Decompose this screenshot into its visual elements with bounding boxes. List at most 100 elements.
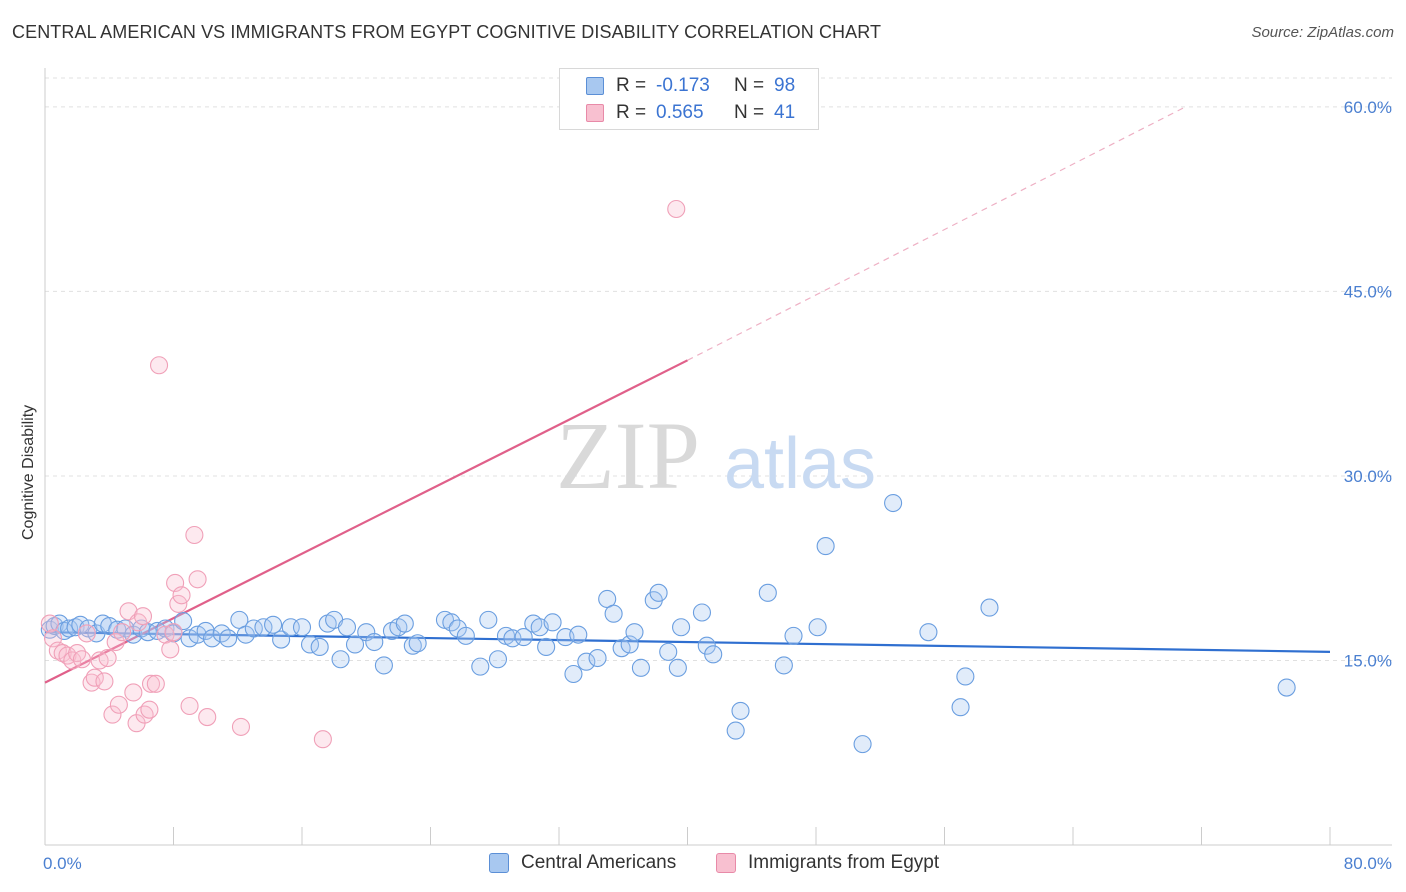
point-central-americans	[244, 619, 263, 638]
grid	[45, 77, 1392, 661]
point-central-americans	[272, 630, 291, 649]
point-central-americans	[692, 603, 712, 622]
point-egypt	[172, 586, 191, 605]
legend-swatch-blue	[586, 77, 604, 95]
point-central-americans	[310, 637, 329, 656]
point-central-americans	[331, 650, 350, 669]
point-central-americans	[726, 721, 745, 740]
point-central-americans	[588, 648, 607, 668]
point-egypt	[103, 705, 122, 724]
x-tick-label: 80.0%	[1344, 854, 1392, 873]
point-central-americans	[672, 618, 691, 637]
point-egypt	[113, 623, 132, 642]
point-egypt	[109, 695, 128, 714]
point-central-americans	[1277, 678, 1296, 697]
point-egypt	[164, 623, 183, 642]
point-egypt	[48, 641, 67, 660]
point-central-americans	[659, 642, 678, 661]
point-central-americans	[514, 628, 533, 647]
data-points	[40, 199, 1296, 754]
watermark: ZIP atlas	[556, 402, 876, 509]
point-central-americans	[403, 636, 422, 655]
point-central-americans	[292, 618, 312, 637]
point-egypt	[667, 199, 686, 219]
point-central-americans	[604, 604, 623, 623]
trend-line-egypt-extrapolated	[687, 106, 1186, 361]
watermark-zip: ZIP	[556, 402, 700, 509]
legend-row-central-americans: R = -0.173 N = 98	[586, 73, 795, 99]
point-central-americans	[980, 598, 999, 617]
legend-r-value: -0.173	[656, 75, 710, 96]
bottom-legend-egypt: Immigrants from Egypt	[716, 852, 939, 874]
y-axis-label: Cognitive Disability	[20, 404, 37, 540]
point-central-americans	[55, 621, 74, 641]
point-central-americans	[219, 629, 238, 648]
point-egypt	[77, 624, 96, 643]
point-egypt	[161, 640, 180, 659]
point-central-americans	[704, 645, 723, 664]
bottom-legend-swatch-blue	[489, 853, 509, 873]
y-tick-label: 60.0%	[1344, 98, 1392, 117]
point-egypt	[124, 683, 143, 702]
point-egypt	[313, 730, 332, 749]
point-egypt	[82, 673, 101, 692]
point-central-americans	[365, 632, 384, 652]
legend-n-label: N =	[734, 102, 765, 123]
legend-n-value: 98	[774, 75, 796, 96]
point-egypt	[72, 650, 91, 669]
point-central-americans	[649, 583, 668, 602]
source-label: Source: ZipAtlas.com	[1251, 24, 1394, 41]
point-egypt	[95, 672, 114, 691]
legend: R = -0.173 N = 98 R = 0.565 N = 41	[559, 68, 819, 130]
point-egypt	[146, 674, 165, 693]
point-central-americans	[631, 658, 650, 677]
point-central-americans	[479, 610, 498, 629]
point-central-americans	[853, 735, 872, 754]
bottom-legend-label: Immigrants from Egypt	[748, 852, 940, 873]
bottom-legend-swatch-pink	[716, 853, 736, 873]
point-central-americans	[345, 635, 365, 654]
point-central-americans	[395, 614, 414, 633]
point-central-americans	[884, 493, 903, 513]
point-central-americans	[264, 615, 283, 634]
bottom-legend: Central Americans Immigrants from Egypt	[0, 852, 1406, 878]
point-central-americans	[60, 619, 79, 638]
point-central-americans	[625, 623, 644, 642]
trend-lines	[44, 106, 1331, 684]
point-egypt	[185, 525, 204, 545]
point-egypt	[133, 607, 153, 626]
point-egypt	[149, 356, 169, 375]
point-egypt	[85, 668, 104, 687]
point-central-americans	[537, 637, 556, 656]
bottom-legend-central-americans: Central Americans	[489, 852, 676, 874]
point-egypt	[180, 696, 199, 716]
point-central-americans	[471, 657, 490, 676]
legend-swatch-pink	[586, 104, 604, 122]
legend-r-value: 0.565	[656, 102, 704, 123]
axes	[44, 68, 1392, 846]
legend-r-label: R =	[616, 75, 647, 96]
point-central-americans	[784, 626, 803, 645]
watermark-atlas: atlas	[724, 424, 876, 504]
point-egypt	[231, 717, 251, 736]
point-egypt	[68, 644, 87, 663]
point-egypt	[129, 613, 148, 632]
point-central-americans	[196, 621, 215, 641]
point-egypt	[188, 570, 207, 589]
point-central-americans	[774, 656, 793, 675]
y-tick-label: 45.0%	[1344, 282, 1392, 301]
point-central-americans	[668, 658, 687, 677]
point-egypt	[141, 674, 161, 693]
legend-r-label: R =	[616, 102, 647, 123]
y-tick-label: 30.0%	[1344, 467, 1392, 486]
point-egypt	[140, 700, 159, 719]
trend-line-egypt	[44, 359, 688, 684]
bottom-legend-label: Central Americans	[521, 852, 677, 873]
point-central-americans	[374, 656, 393, 675]
point-central-americans	[577, 652, 596, 671]
chart-title: CENTRAL AMERICAN VS IMMIGRANTS FROM EGYP…	[12, 22, 882, 42]
point-central-americans	[66, 618, 85, 637]
point-central-americans	[808, 618, 827, 637]
point-central-americans	[564, 664, 583, 684]
